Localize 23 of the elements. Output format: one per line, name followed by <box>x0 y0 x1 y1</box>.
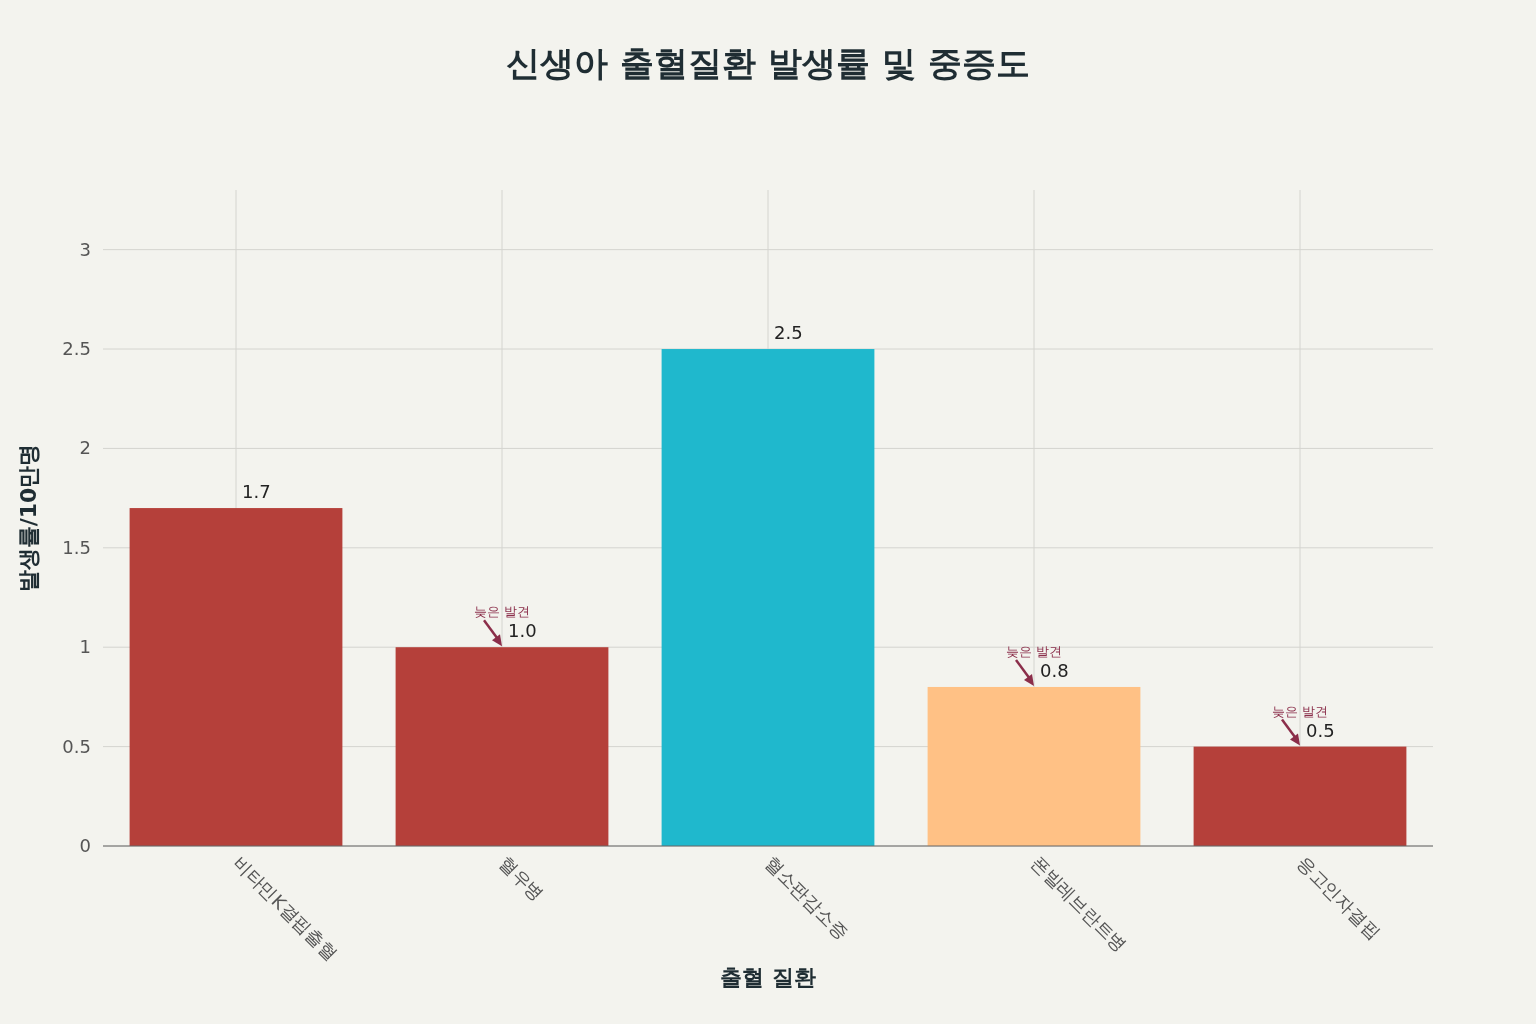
chart-title: 신생아 출혈질환 발생률 및 중증도 <box>506 43 1030 83</box>
y-tick-label: 0 <box>79 835 91 856</box>
y-tick-label: 1 <box>79 636 91 658</box>
y-tick-label: 1.5 <box>62 536 91 558</box>
y-tick-label: 3 <box>79 238 91 260</box>
bar <box>129 508 343 846</box>
bar <box>927 686 1141 846</box>
y-axis-title: 발생률/10만명 <box>16 443 41 593</box>
annotation: 늦은 발견 <box>473 604 531 620</box>
annotation: 늦은 발견 <box>1005 643 1063 659</box>
x-axis-title: 출혈 질환 <box>720 965 816 990</box>
bar <box>661 349 875 846</box>
y-tick-label: 0.5 <box>62 735 91 757</box>
data-label: 1.7 <box>242 481 271 503</box>
y-tick-label: 2.5 <box>62 338 91 360</box>
y-tick-label: 2 <box>79 437 91 459</box>
data-label: 0.5 <box>1306 719 1335 741</box>
data-label: 1.0 <box>508 620 537 642</box>
annotation: 늦은 발견 <box>1271 703 1329 719</box>
bar <box>395 647 609 846</box>
data-label: 0.8 <box>1040 659 1069 681</box>
data-label: 2.5 <box>774 322 803 344</box>
bar <box>1193 746 1407 846</box>
